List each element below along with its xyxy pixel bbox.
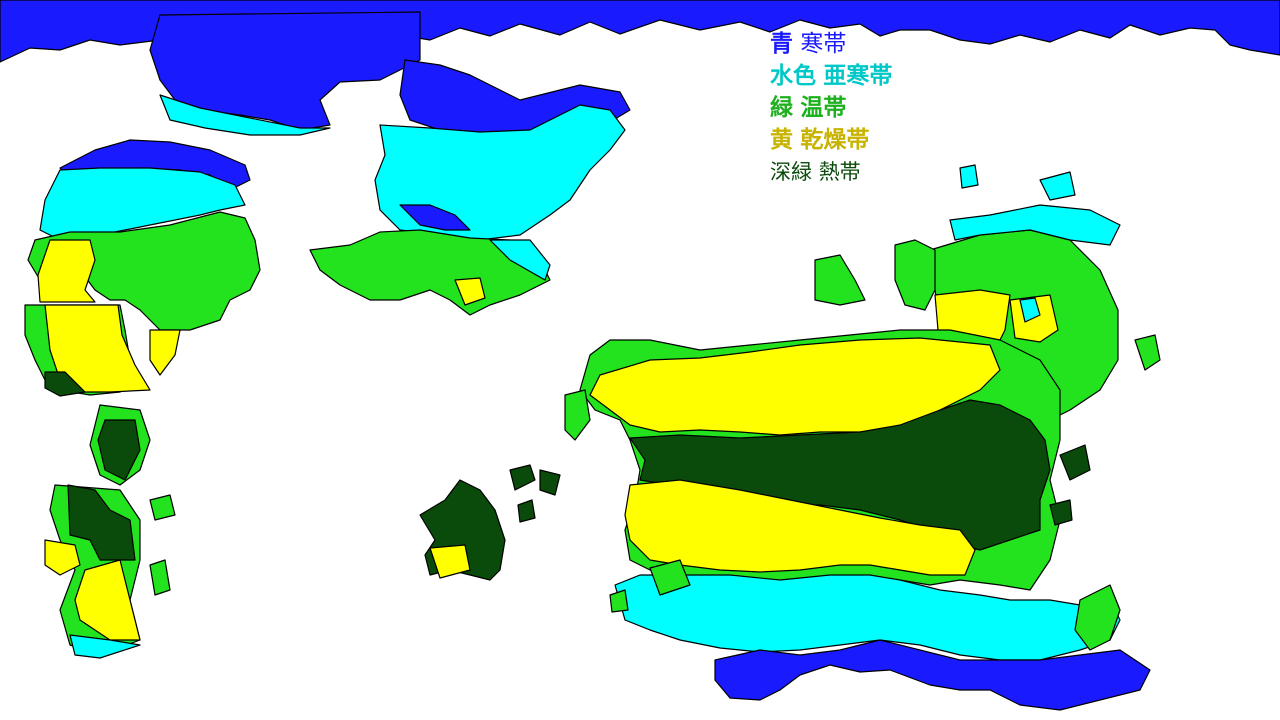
legend-color-name: 緑 [770,95,793,121]
climate-legend: 青 寒帯 水色 亜寒帯 緑 温帯 黄 乾燥帯 深緑 熱帯 [770,28,892,188]
legend-item-subarctic: 水色 亜寒帯 [770,60,892,92]
legend-zone-name: 温帯 [800,95,847,121]
legend-color-name: 深緑 [770,160,812,184]
small-islands [149,164,1161,613]
legend-zone-name: 乾燥帯 [800,127,870,153]
north-central-continent [309,59,631,316]
legend-item-polar: 青 寒帯 [770,28,892,60]
west-island-chain [44,404,151,659]
southern-continent [579,329,1151,711]
legend-item-tropical: 深緑 熱帯 [770,156,892,188]
central-island [419,479,506,581]
legend-zone-name: 亜寒帯 [823,63,893,89]
northwest-continent [24,11,421,397]
legend-zone-name: 寒帯 [800,31,847,57]
legend-item-arid: 黄 乾燥帯 [770,124,892,156]
legend-color-name: 青 [770,31,793,57]
legend-zone-name: 熱帯 [818,160,861,184]
legend-color-name: 黄 [770,127,793,153]
legend-item-temperate: 緑 温帯 [770,92,892,124]
legend-color-name: 水色 [770,63,816,89]
